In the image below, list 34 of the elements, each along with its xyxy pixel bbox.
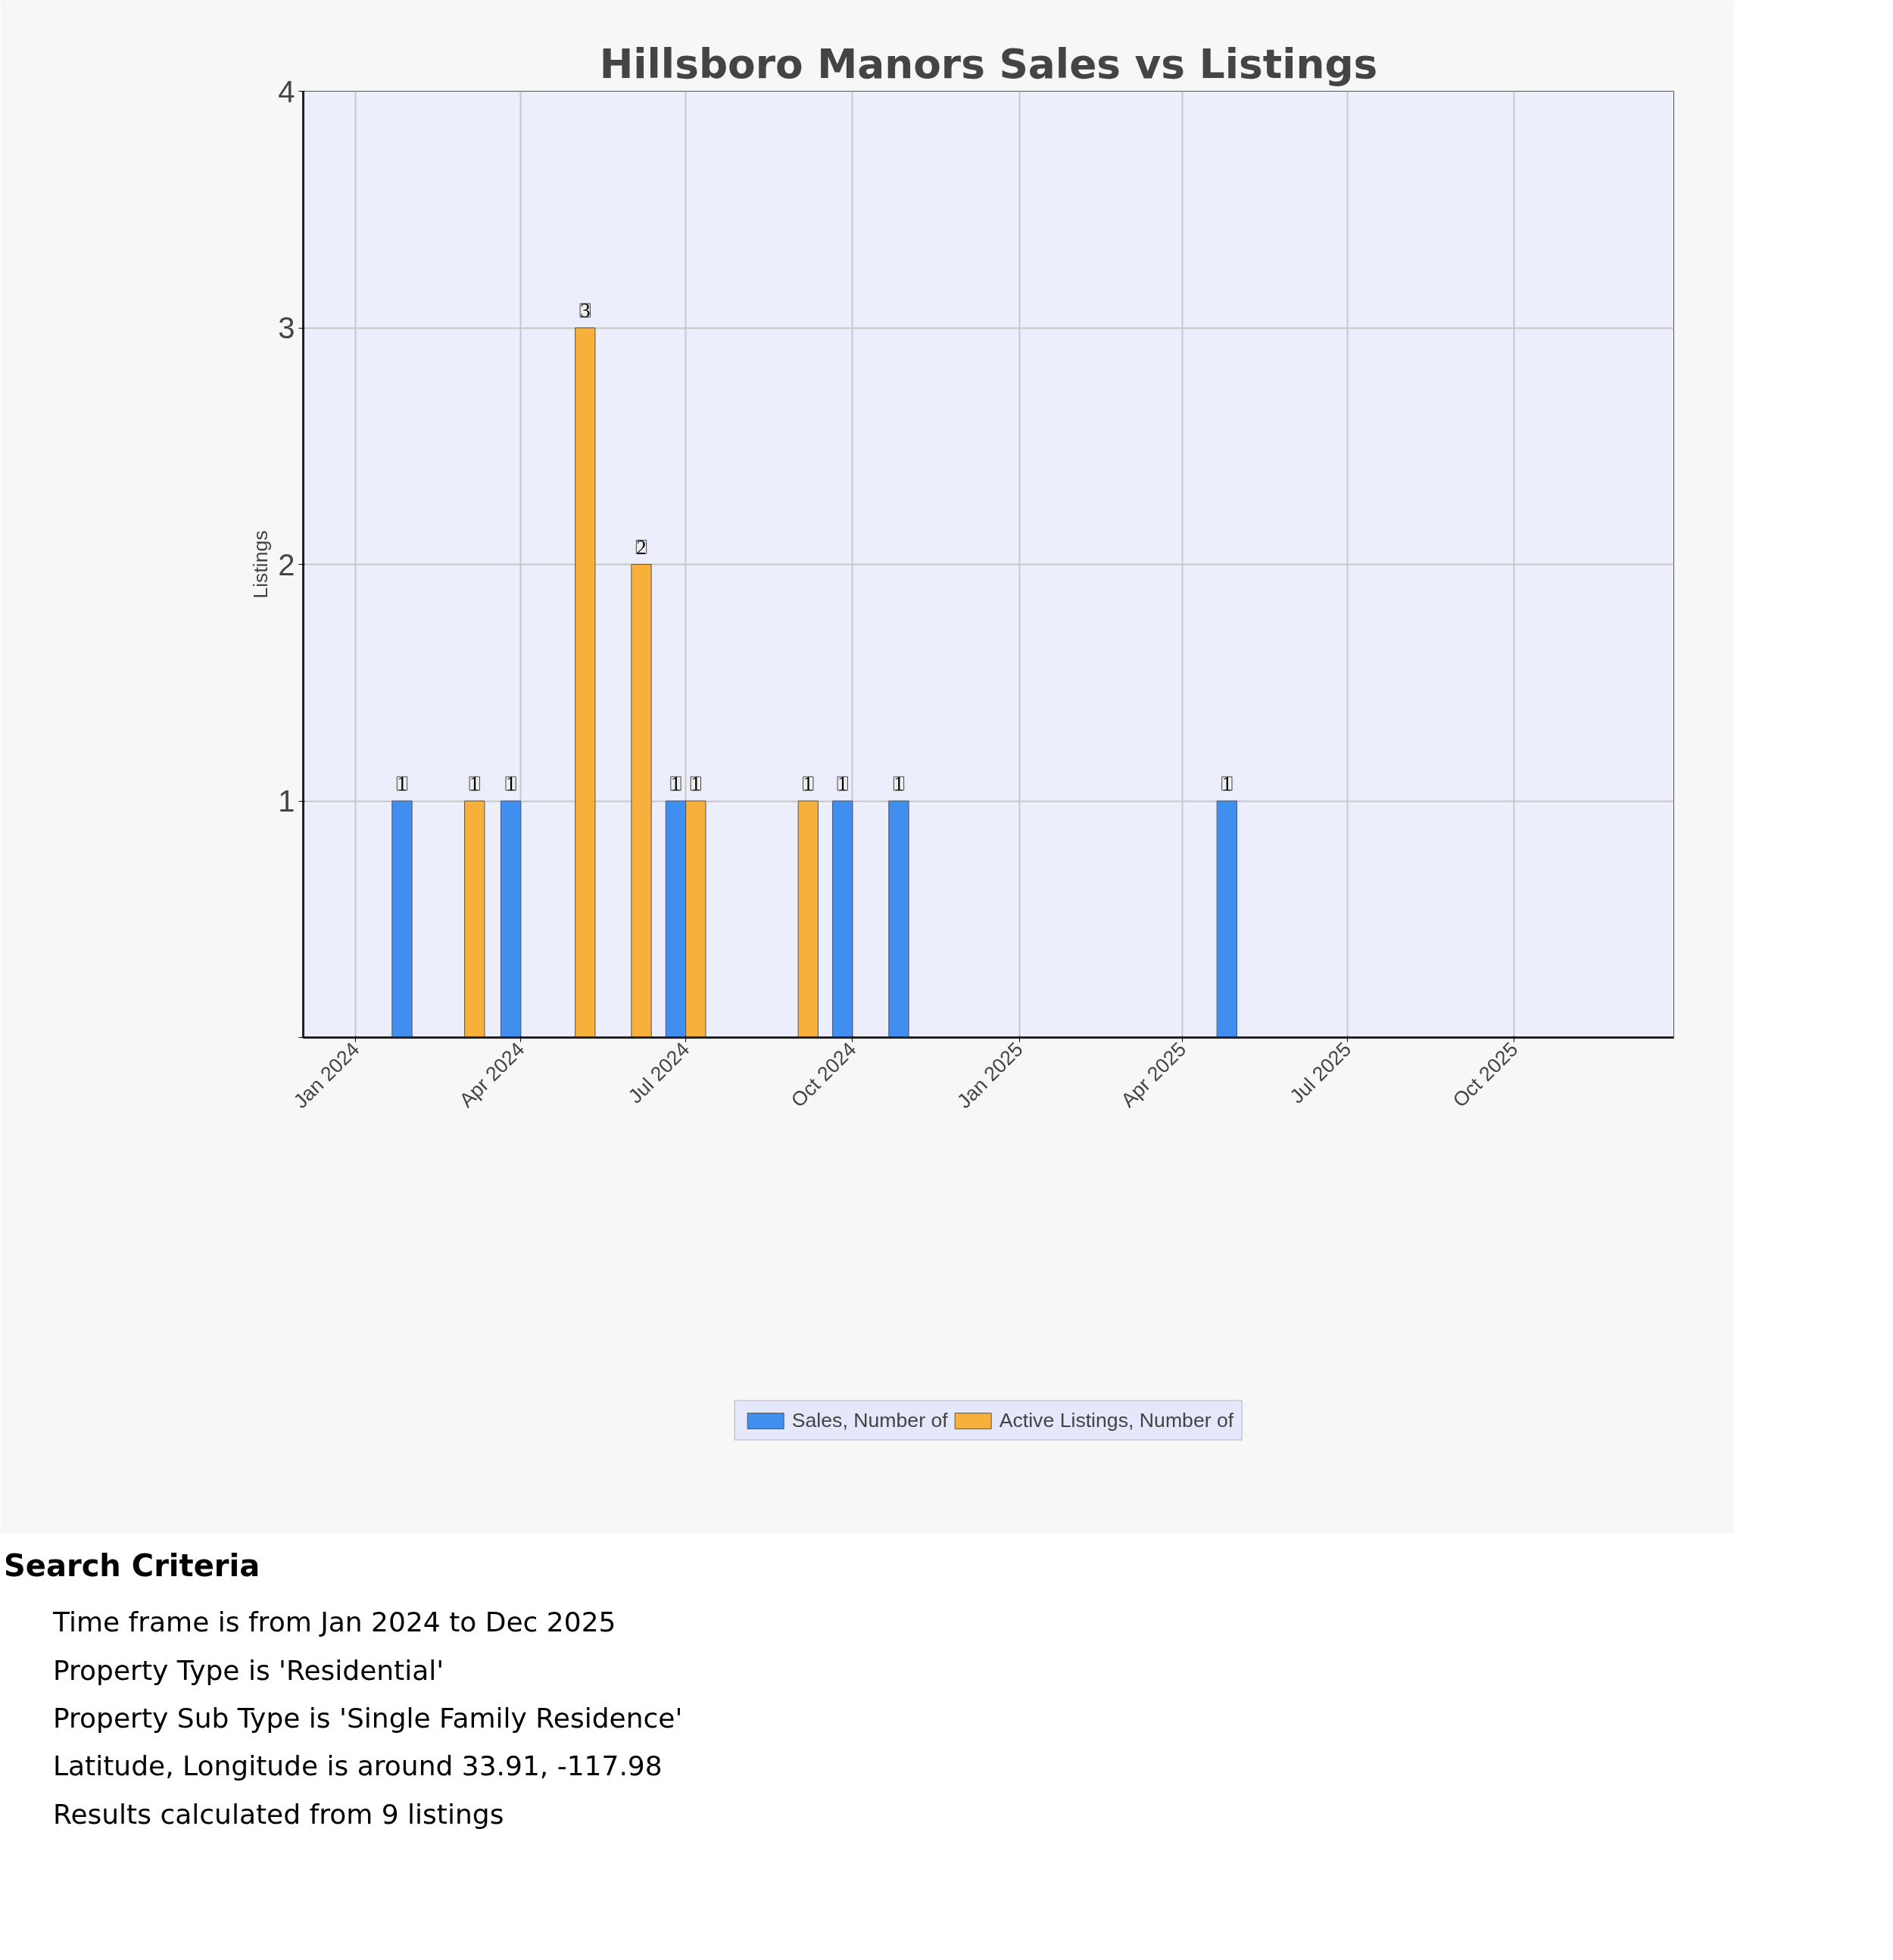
text: Property Type is 'Residential' [53,1653,445,1687]
text: Search Criteria [4,1547,261,1585]
data-label: 1 [837,772,848,795]
bar [575,327,596,1038]
data-label: 2 [636,535,647,559]
y-tick-label: 4 [278,74,295,108]
text: Property Sub Type is 'Single Family Residence' [53,1702,683,1735]
legend-label: Sales, Number of [791,1408,948,1432]
data-label: 1 [397,772,407,795]
data-label: 1 [691,772,701,795]
bar [631,564,652,1038]
bar [888,800,909,1038]
bar [500,800,522,1038]
data-label: 1 [469,772,480,795]
bar [832,800,853,1038]
bar [1216,800,1237,1038]
data-label: 3 [580,299,591,322]
data-label: 1 [803,772,813,795]
bar [391,800,413,1038]
text: Time frame is from Jan 2024 to Dec 2025 [53,1606,617,1640]
y-axis-title: Listings [249,530,273,599]
chart-title: Hillsboro Manors Sales vs Listings [599,39,1378,88]
data-label: 1 [893,772,904,795]
data-label: 1 [670,772,681,795]
bar [464,800,485,1038]
bar [797,800,819,1038]
text: Results calculated from 9 listings [53,1797,505,1831]
legend-label: Active Listings, Number of [999,1408,1234,1432]
data-label: 1 [505,772,516,795]
text: Latitude, Longitude is around 33.91, -117.98 [53,1750,663,1784]
y-tick-label: 3 [278,311,295,344]
y-tick-label: 2 [278,547,295,581]
y-tick-label: 1 [278,784,295,818]
data-label: 1 [1221,772,1232,795]
